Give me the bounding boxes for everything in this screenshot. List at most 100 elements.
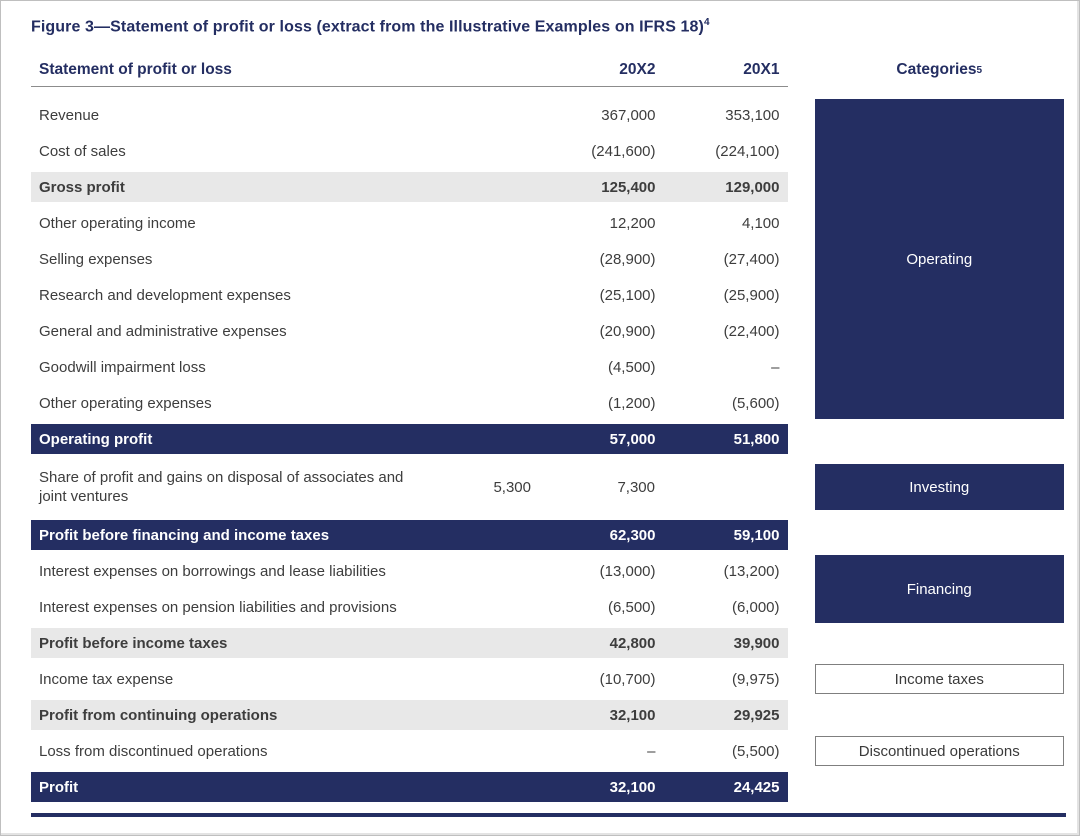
value-20x1: (22,400) bbox=[723, 322, 780, 340]
row-label: Gross profit bbox=[39, 178, 125, 196]
figure-content: Statement of profit or loss 20X2 20X1 Re… bbox=[31, 53, 1065, 806]
row-label: Selling expenses bbox=[39, 250, 153, 268]
category-income-taxes: Income taxes bbox=[814, 664, 1064, 695]
value-20x2: 125,400 bbox=[601, 178, 656, 196]
value-20x2: (6,500) bbox=[607, 598, 656, 616]
table-row: Interest expenses on borrowings and leas… bbox=[31, 553, 788, 589]
footer-rule bbox=[31, 813, 1066, 818]
value-20x2: (241,600) bbox=[591, 142, 656, 160]
row-label: Operating profit bbox=[39, 430, 153, 448]
row-label: Profit before financing and income taxes bbox=[39, 526, 330, 544]
row-label: Goodwill impairment loss bbox=[39, 358, 206, 376]
categories-header-text: Categories bbox=[896, 61, 977, 79]
value-20x1: 353,100 bbox=[725, 106, 780, 124]
value-20x2: (4,500) bbox=[607, 358, 656, 376]
value-20x2: 5,300 bbox=[493, 478, 531, 496]
category-label: Discontinued operations bbox=[858, 742, 1020, 760]
table-row: Revenue 367,000 353,100 bbox=[31, 97, 788, 133]
row-label: Share of profit and gains on disposal of… bbox=[39, 468, 404, 506]
categories-column: Categories 5 Operating Investing Financing I… bbox=[814, 53, 1065, 805]
value-20x1: 51,800 bbox=[733, 430, 780, 448]
table-row: Selling expenses (28,900) (27,400) bbox=[31, 241, 788, 277]
figure-title-text: Figure 3—Statement of profit or loss (ex… bbox=[31, 18, 704, 36]
row-label: Income tax expense bbox=[39, 670, 174, 688]
table-row: Loss from discontinued operations – (5,500… bbox=[31, 733, 788, 769]
value-20x2: (13,000) bbox=[599, 562, 656, 580]
figure-title: Figure 3—Statement of profit or loss (ex… bbox=[31, 17, 1064, 36]
category-investing: Investing bbox=[814, 464, 1064, 511]
table-row: Profit from continuing operations 32,100 2… bbox=[31, 697, 788, 734]
value-20x1: 4,100 bbox=[741, 214, 780, 232]
category-label: Operating bbox=[906, 250, 973, 268]
table-header: Statement of profit or loss 20X2 20X1 bbox=[31, 53, 788, 88]
row-label: Revenue bbox=[39, 106, 100, 124]
table-row: Interest expenses on pension liabilities… bbox=[31, 589, 788, 625]
value-20x1: 39,900 bbox=[733, 634, 780, 652]
header-20x1: 20X1 bbox=[743, 60, 780, 78]
value-20x2: 42,800 bbox=[609, 634, 656, 652]
row-label: Interest expenses on borrowings and leas… bbox=[39, 562, 386, 580]
table-row: Other operating income 12,200 4,100 bbox=[31, 205, 788, 241]
value-20x2: 12,200 bbox=[609, 214, 656, 232]
table-row: Gross profit 125,400 129,000 bbox=[31, 169, 788, 206]
category-financing: Financing bbox=[814, 555, 1064, 624]
value-20x1: (13,200) bbox=[723, 562, 780, 580]
category-label: Investing bbox=[909, 478, 970, 496]
figure-title-sup: 4 bbox=[703, 17, 710, 28]
category-operating: Operating bbox=[814, 99, 1064, 420]
header-20x2: 20X2 bbox=[619, 60, 656, 78]
row-label: Other operating expenses bbox=[39, 394, 212, 412]
value-20x1: (27,400) bbox=[723, 250, 780, 268]
table-row: General and administrative expenses (20,9… bbox=[31, 313, 788, 349]
categories-header-sup: 5 bbox=[976, 64, 983, 76]
value-20x1: 24,425 bbox=[733, 778, 780, 796]
value-20x1: 59,100 bbox=[733, 526, 780, 544]
value-20x2: – bbox=[647, 742, 656, 760]
value-20x1: (5,600) bbox=[731, 394, 780, 412]
row-label: Profit bbox=[39, 778, 79, 796]
value-20x1: 29,925 bbox=[733, 706, 780, 724]
category-label: Income taxes bbox=[894, 670, 984, 688]
table-row: Operating profit 57,000 51,800 bbox=[31, 421, 788, 458]
value-20x2: (10,700) bbox=[599, 670, 656, 688]
value-20x1: (224,100) bbox=[715, 142, 780, 160]
value-20x2: (1,200) bbox=[607, 394, 656, 412]
table-row: Profit before income taxes 42,800 39,900 bbox=[31, 625, 788, 662]
value-20x1: (6,000) bbox=[731, 598, 780, 616]
value-20x2: (25,100) bbox=[599, 286, 656, 304]
header-statement-label: Statement of profit or loss bbox=[39, 60, 232, 78]
value-20x2: 367,000 bbox=[601, 106, 656, 124]
table-row: Profit 32,100 24,425 bbox=[31, 769, 788, 806]
table-row: Goodwill impairment loss (4,500) – bbox=[31, 349, 788, 385]
row-label: Profit before income taxes bbox=[39, 634, 228, 652]
category-label: Financing bbox=[906, 580, 972, 598]
table-row: Income tax expense (10,700) (9,975) bbox=[31, 661, 788, 697]
row-label: Interest expenses on pension liabilities… bbox=[39, 598, 397, 616]
value-20x2: 57,000 bbox=[609, 430, 656, 448]
row-label: Profit from continuing operations bbox=[39, 706, 278, 724]
row-label: Loss from discontinued operations bbox=[39, 742, 268, 760]
row-label: Research and development expenses bbox=[39, 286, 291, 304]
value-20x2: 32,100 bbox=[609, 706, 656, 724]
table-row: Research and development expenses (25,100… bbox=[31, 277, 788, 313]
table-row: Profit before financing and income taxes… bbox=[31, 517, 788, 554]
value-20x2: (28,900) bbox=[599, 250, 656, 268]
value-20x1: – bbox=[771, 358, 780, 376]
value-20x1: (9,975) bbox=[731, 670, 780, 688]
value-20x1: (5,500) bbox=[731, 742, 780, 760]
row-label: Other operating income bbox=[39, 214, 196, 232]
value-20x1: (25,900) bbox=[723, 286, 780, 304]
table-row: Other operating expenses (1,200) (5,600) bbox=[31, 385, 788, 421]
value-20x1: 7,300 bbox=[617, 478, 655, 496]
categories-header: Categories 5 bbox=[815, 53, 1065, 87]
row-label: Cost of sales bbox=[39, 142, 126, 160]
category-boxes: Operating Investing Financing Income taxes D… bbox=[814, 87, 1064, 805]
value-20x2: (20,900) bbox=[599, 322, 656, 340]
table-row: Cost of sales (241,600) (224,100) bbox=[31, 133, 788, 169]
row-label: General and administrative expenses bbox=[39, 322, 287, 340]
value-20x2: 62,300 bbox=[609, 526, 656, 544]
value-20x2: 32,100 bbox=[609, 778, 656, 796]
value-20x1: 129,000 bbox=[725, 178, 780, 196]
table-row: Share of profit and gains on disposal of… bbox=[31, 457, 788, 517]
